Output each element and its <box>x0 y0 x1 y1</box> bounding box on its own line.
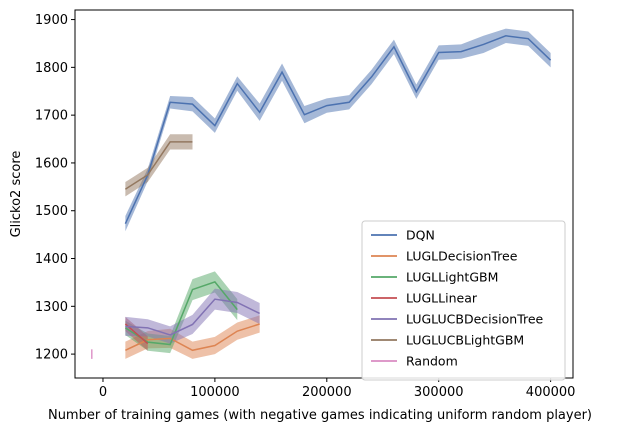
series-band-lugllightgbm <box>125 271 238 354</box>
x-tick-label: 300000 <box>414 385 464 400</box>
legend-label: LUGLUCBDecisionTree <box>406 312 544 327</box>
legend: DQN LUGLDecisionTree LUGLLightGBM LUGLLinea… <box>361 220 566 381</box>
series-band-luglucbdecisiontree <box>125 288 260 344</box>
series-band-luglucblightgbm <box>125 134 193 197</box>
legend-label: LUGLDecisionTree <box>406 249 518 264</box>
y-tick-label: 1400 <box>35 252 68 267</box>
plot-frame <box>74 9 574 379</box>
x-axis-label: Number of training games (with negative … <box>48 408 592 423</box>
series-line-luglucbdecisiontree <box>125 298 260 336</box>
y-tick-label: 1200 <box>35 348 68 363</box>
x-tick-label: 100000 <box>190 385 240 400</box>
y-tick-label: 1700 <box>35 109 68 124</box>
legend-label: LUGLUCBLightGBM <box>406 333 524 348</box>
x-tick-label: 400000 <box>526 385 576 400</box>
series-line-dqn <box>124 35 552 224</box>
x-axis: 0 100000 200000 300000 400000 <box>99 378 576 400</box>
legend-label: LUGLLightGBM <box>406 270 498 285</box>
series-band-dqn <box>125 28 551 232</box>
legend-label: LUGLLinear <box>406 291 478 306</box>
series-line-lugldecisiontree <box>125 323 260 352</box>
line-layer <box>91 35 552 359</box>
legend-box <box>361 220 566 381</box>
legend-label: DQN <box>406 228 435 243</box>
y-axis-label: Glicko2 score <box>9 151 24 238</box>
y-axis: 1200 1300 1400 1500 1600 1700 1800 1900 <box>35 13 75 363</box>
y-tick-label: 1500 <box>35 204 68 219</box>
y-tick-label: 1900 <box>35 13 68 28</box>
y-tick-label: 1300 <box>35 300 68 315</box>
x-tick-label: 200000 <box>302 385 352 400</box>
x-tick-label: 0 <box>99 385 107 400</box>
series-line-luglucblightgbm <box>124 141 193 190</box>
y-tick-label: 1800 <box>35 61 68 76</box>
y-tick-label: 1600 <box>35 156 68 171</box>
legend-label: Random <box>406 354 458 369</box>
